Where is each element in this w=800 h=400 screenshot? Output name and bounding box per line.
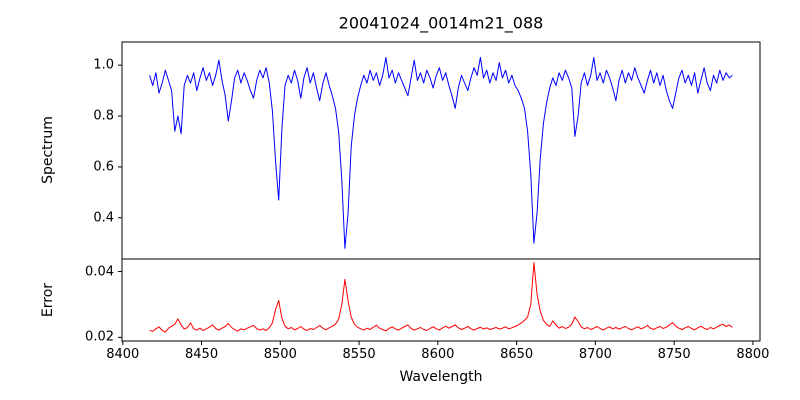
spectrum-ytick-label: 0.6 (93, 159, 114, 175)
wavelength-tick-label: 8700 (578, 347, 612, 362)
wavelength-tick-label: 8600 (421, 347, 455, 362)
wavelength-tick-label: 8400 (106, 347, 140, 362)
error-ytick-label: 0.02 (85, 329, 114, 345)
wavelength-axis-label: Wavelength (399, 369, 483, 385)
tick-marks (118, 64, 754, 345)
wavelength-tick-label: 8500 (263, 347, 297, 362)
wavelength-tick-label: 8550 (342, 347, 376, 362)
wavelength-tick-label: 8450 (185, 347, 219, 362)
spectrum-ytick-label: 1.0 (93, 57, 114, 73)
error-line (149, 262, 733, 333)
spectrum-ytick-label: 0.4 (93, 210, 114, 226)
wavelength-tick-label: 8750 (657, 347, 691, 362)
spectrum-line (149, 57, 733, 249)
error-ytick-label: 0.04 (85, 264, 114, 279)
wavelength-tick-label: 8800 (736, 347, 770, 362)
wavelength-tick-label: 8650 (500, 347, 534, 362)
spectrum-axis-label: Spectrum (40, 116, 56, 184)
error-plot-area (121, 258, 761, 342)
chart-title: 20041024_0014m21_088 (338, 13, 544, 33)
spectrum-ytick-label: 0.8 (93, 108, 114, 124)
error-axis-label: Error (40, 282, 56, 318)
